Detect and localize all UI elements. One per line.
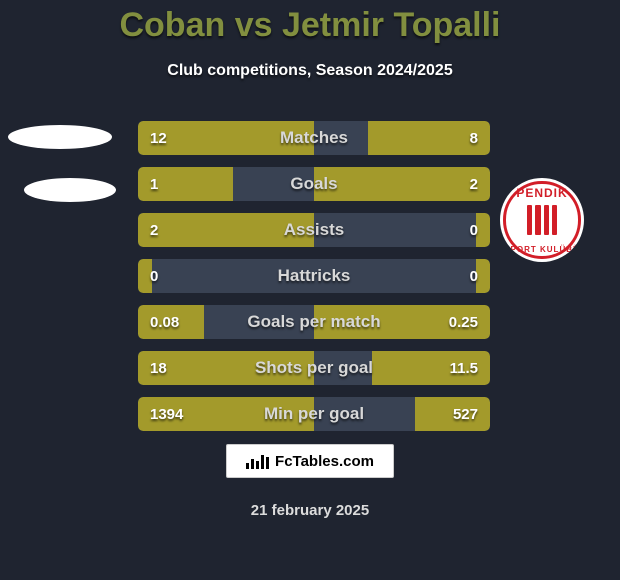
stat-bar-right: [476, 213, 490, 247]
stat-value-left: 1394: [150, 397, 183, 431]
stat-row: Matches128: [138, 121, 490, 155]
stat-value-right: 2: [470, 167, 478, 201]
stat-value-left: 12: [150, 121, 167, 155]
stat-value-right: 11.5: [450, 351, 478, 385]
stat-value-right: 0.25: [449, 305, 478, 339]
stat-row: Hattricks0 0: [138, 259, 490, 293]
stat-row: Assists20: [138, 213, 490, 247]
stat-value-right: 0: [470, 213, 478, 247]
stat-value-left: 2: [150, 213, 158, 247]
badge-stripes: [525, 203, 559, 237]
avatar-placeholder-ellipse: [8, 125, 112, 149]
stat-value-right: 527: [453, 397, 478, 431]
source-logo-text: FcTables.com: [275, 453, 374, 470]
stat-bar-right: [476, 259, 490, 293]
stat-value-left: 1: [150, 167, 158, 201]
right-player-club-badge: PENDIK SPORT KULÜBÜ: [500, 178, 584, 262]
stat-row: Goals per match0.080.25: [138, 305, 490, 339]
stat-value-left: 0.08: [150, 305, 179, 339]
stat-bar-left: [138, 213, 314, 247]
stat-row: Shots per goal1811.5: [138, 351, 490, 385]
badge-label-bottom: SPORT KULÜBÜ: [500, 245, 584, 254]
avatar-placeholder-ellipse: [24, 178, 116, 202]
page-title: Coban vs Jetmir Topalli: [0, 6, 620, 45]
stat-row: Min per goal1394527: [138, 397, 490, 431]
stat-value-left: 0: [150, 259, 158, 293]
comparison-rows: Matches128Goals12Assists20Hattricks00Goa…: [138, 121, 490, 443]
stat-bar-right: [314, 167, 490, 201]
source-logo: FcTables.com: [226, 444, 394, 478]
subtitle: Club competitions, Season 2024/2025: [0, 62, 620, 80]
stat-value-right: 0: [470, 259, 478, 293]
footer-date: 21 february 2025: [0, 502, 620, 519]
stat-label: Hattricks: [138, 259, 490, 293]
comparison-infographic: Coban vs Jetmir Topalli Club competition…: [0, 0, 620, 580]
stat-row: Goals12: [138, 167, 490, 201]
stat-value-right: 8: [470, 121, 478, 155]
badge-label-top: PENDIK: [500, 186, 584, 200]
stat-value-left: 18: [150, 351, 167, 385]
logo-bars-icon: [246, 453, 269, 469]
